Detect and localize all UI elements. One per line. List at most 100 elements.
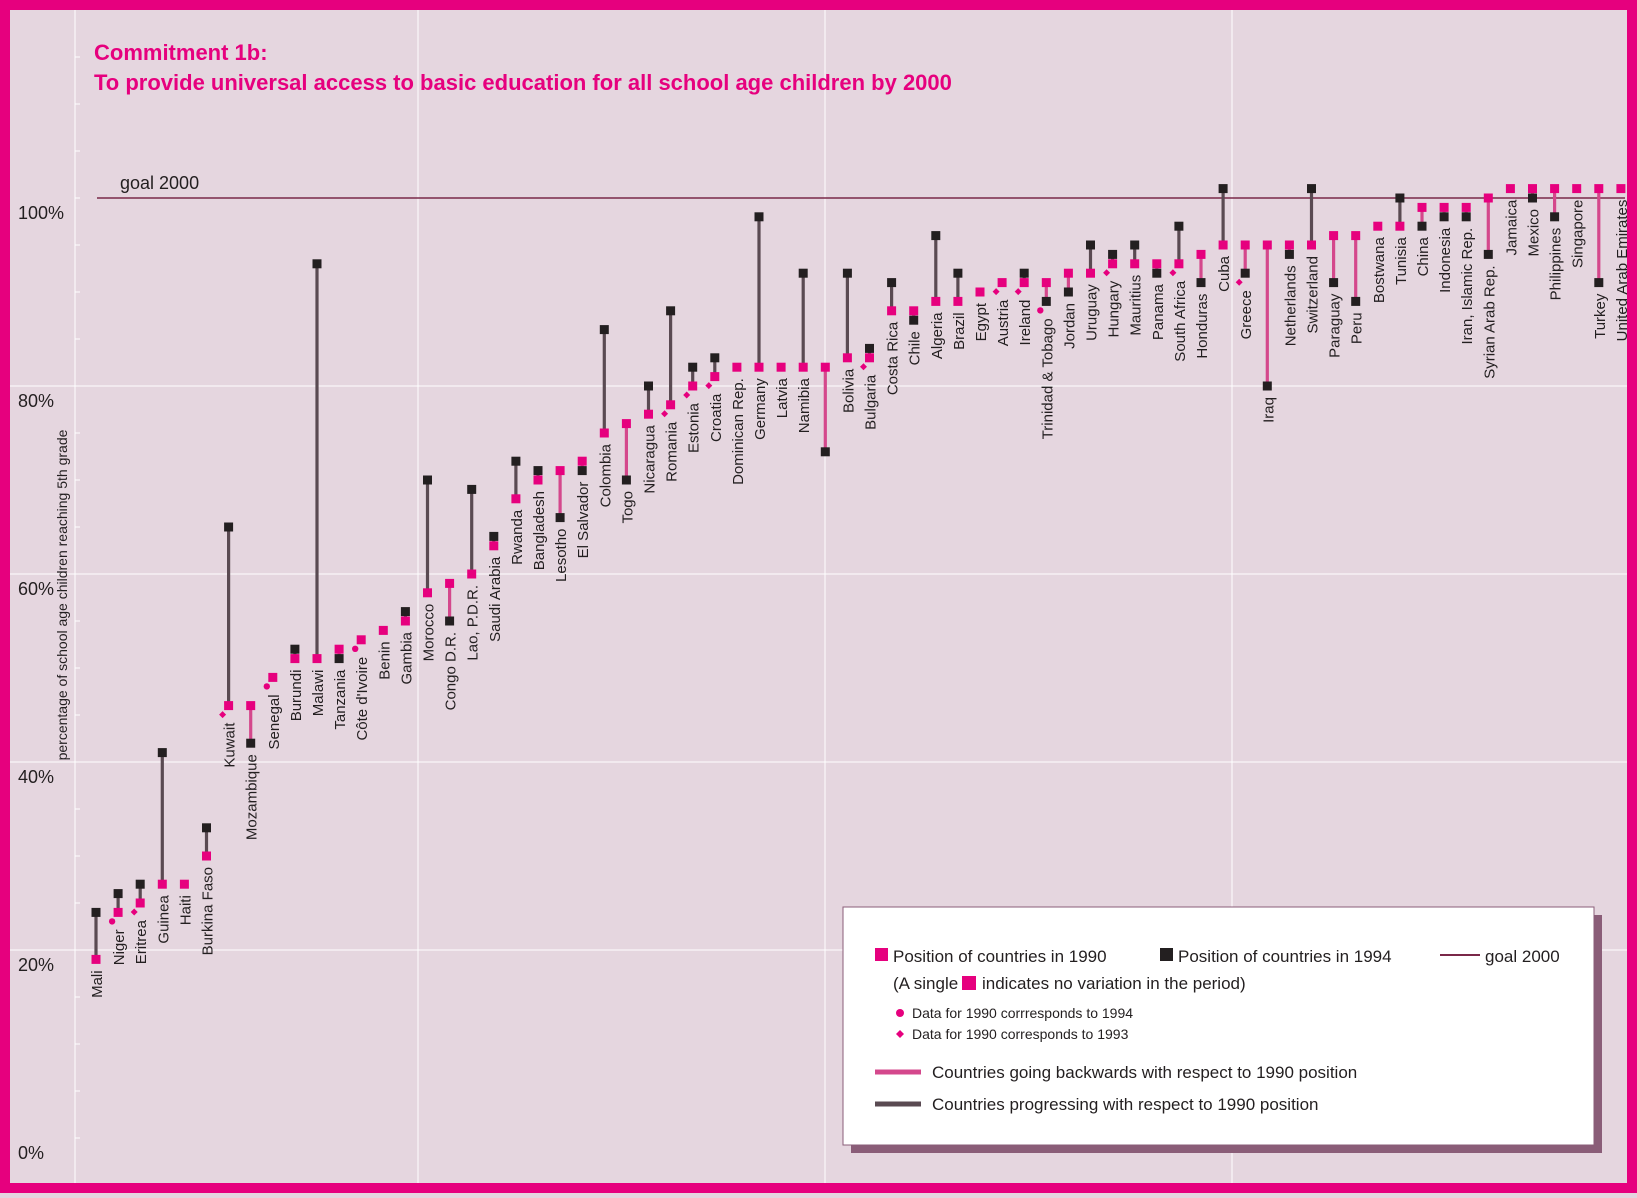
marker-1990 xyxy=(1572,184,1582,194)
diamond-note-marker xyxy=(683,391,691,399)
marker-1990 xyxy=(290,654,300,664)
marker-1994 xyxy=(1174,221,1184,231)
country-label: Nicaragua xyxy=(642,425,659,494)
marker-1994 xyxy=(644,381,653,391)
marker-1990 xyxy=(489,541,499,551)
country-label: South Africa xyxy=(1172,280,1189,362)
marker-1994 xyxy=(710,353,720,363)
marker-1994 xyxy=(1594,278,1604,288)
marker-1994 xyxy=(1262,381,1272,391)
country-label: Croatia xyxy=(708,393,725,442)
country-label: Malawi xyxy=(310,670,327,717)
marker-1990 xyxy=(1505,184,1515,194)
country-label: Switzerland xyxy=(1305,256,1322,334)
country-label: Tanzania xyxy=(332,669,349,730)
marker-1990 xyxy=(599,428,609,438)
legend-single-swatch xyxy=(962,976,976,990)
country-label: Jamaica xyxy=(1503,199,1520,256)
marker-1994 xyxy=(820,447,830,457)
circle-note-marker xyxy=(108,918,116,925)
legend-1994-label: Position of countries in 1994 xyxy=(1178,947,1392,966)
country-label: Lesotho xyxy=(553,529,570,582)
marker-1994 xyxy=(1439,212,1449,222)
legend-1990-swatch xyxy=(875,948,888,961)
marker-1990 xyxy=(842,353,852,363)
country-label: Dominican Rep. xyxy=(730,378,747,485)
country-label: Congo D.R. xyxy=(443,632,460,710)
country-label: Lao, P.D.R. xyxy=(465,585,482,661)
y-tick-labels: 0% 20% 40% 60% 80% 100% xyxy=(18,203,64,1163)
marker-1990 xyxy=(157,879,167,889)
marker-1990 xyxy=(1329,231,1339,241)
marker-1994 xyxy=(1019,268,1029,278)
marker-1990 xyxy=(1483,193,1493,203)
diamond-note-marker xyxy=(992,288,1000,296)
diamond-note-marker xyxy=(130,908,138,916)
legend-box xyxy=(842,906,1595,1146)
y-tick-label: 20% xyxy=(18,955,54,975)
marker-1990 xyxy=(135,898,145,908)
marker-1994 xyxy=(1063,287,1073,297)
marker-1990 xyxy=(378,625,388,635)
marker-1990 xyxy=(776,362,786,372)
marker-1994 xyxy=(1417,221,1427,231)
country-label: Brazil xyxy=(951,312,968,350)
country-label: Rwanda xyxy=(509,509,526,565)
marker-1994 xyxy=(1329,278,1339,288)
marker-1990 xyxy=(268,672,278,682)
marker-1994 xyxy=(202,823,211,833)
marker-1990 xyxy=(423,588,432,598)
legend-single-prefix: (A single xyxy=(893,974,958,993)
marker-1994 xyxy=(511,456,521,466)
legend-diamond-note: Data for 1990 corresponds to 1993 xyxy=(912,1026,1129,1042)
marker-1990 xyxy=(710,372,720,382)
marker-1990 xyxy=(246,701,256,711)
marker-1990 xyxy=(798,362,808,372)
marker-1990 xyxy=(445,578,455,588)
country-label: Burkina Faso xyxy=(200,867,217,955)
marker-1990 xyxy=(820,362,830,372)
legend-diamond-marker xyxy=(896,1030,904,1038)
marker-1994 xyxy=(798,268,808,278)
marker-1990 xyxy=(953,296,963,306)
country-label: Mali xyxy=(89,970,106,998)
circle-note-marker xyxy=(1037,307,1044,314)
marker-1994 xyxy=(445,616,455,626)
marker-1990 xyxy=(467,569,477,579)
legend-circle-marker xyxy=(896,1009,904,1017)
marker-1994 xyxy=(157,748,167,758)
marker-1994 xyxy=(334,654,344,664)
marker-1994 xyxy=(467,484,477,494)
marker-1994 xyxy=(246,738,256,748)
country-label: Bangladesh xyxy=(531,491,548,570)
diamond-note-marker xyxy=(705,382,713,390)
y-tick-label: 100% xyxy=(18,203,64,223)
country-label: Mozambique xyxy=(244,754,261,840)
country-label: Hungary xyxy=(1106,280,1123,337)
country-label: Indonesia xyxy=(1437,227,1454,293)
country-label: Jordan xyxy=(1061,303,1078,349)
legend-circle-note: Data for 1990 corrresponds to 1994 xyxy=(912,1005,1133,1021)
marker-1994 xyxy=(312,259,322,269)
country-label: Syrian Arab Rep. xyxy=(1481,265,1498,378)
marker-1990 xyxy=(179,879,189,889)
country-label: Iraq xyxy=(1260,397,1277,423)
marker-1994 xyxy=(621,475,631,485)
marker-1994 xyxy=(1041,296,1051,306)
marker-1994 xyxy=(135,879,145,889)
diamond-note-marker xyxy=(1103,269,1111,277)
country-label: Morocco xyxy=(421,604,438,662)
minor-ticks xyxy=(75,56,80,1139)
marker-1994 xyxy=(1351,296,1361,306)
marker-1994 xyxy=(1086,240,1095,250)
marker-1994 xyxy=(1218,184,1228,194)
marker-1990 xyxy=(1439,202,1449,212)
marker-1994 xyxy=(91,907,101,917)
marker-1994 xyxy=(1152,268,1162,278)
marker-1994 xyxy=(1461,212,1471,222)
marker-1994 xyxy=(113,889,123,899)
diamond-note-marker xyxy=(1014,288,1022,296)
country-label: Turkey xyxy=(1592,293,1609,339)
marker-1990 xyxy=(577,456,587,466)
country-label: Austria xyxy=(995,299,1012,346)
